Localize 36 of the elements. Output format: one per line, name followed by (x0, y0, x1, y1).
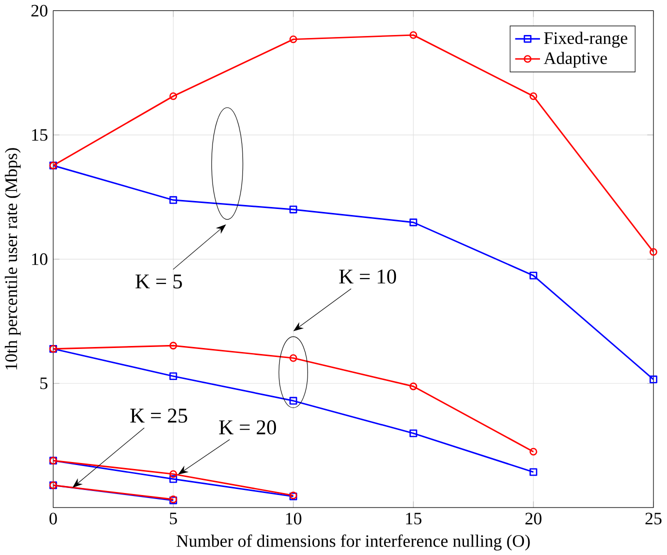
point (409, 218, 418, 226)
y-tick-label: 5 (40, 377, 48, 389)
legend-label: Adaptive (544, 52, 607, 68)
point (169, 92, 178, 100)
point (530, 468, 538, 476)
point (289, 205, 298, 214)
point (530, 92, 538, 100)
annotation: K = 25 (130, 408, 188, 423)
point (289, 35, 298, 43)
legend-label: Fixed-range (544, 32, 628, 48)
annotation: K = 10 (339, 269, 396, 284)
point (289, 354, 298, 362)
point (169, 470, 178, 478)
annotation: K = 20 (219, 420, 276, 434)
point (650, 375, 658, 384)
y-tick-label: 15 (32, 128, 48, 141)
y-axis-title: 10th percentile user rate (Mbps) (4, 148, 21, 370)
point (409, 31, 418, 39)
x-axis-title: Number of dimensions for interference nulling (O) (176, 534, 530, 550)
y-tick-label: 20 (31, 4, 48, 16)
point (169, 342, 178, 350)
point (289, 396, 298, 404)
x-tick-label: 10 (286, 512, 302, 524)
point (409, 382, 418, 390)
y-tick-label: 10 (32, 253, 48, 265)
annotation: K = 5 (136, 274, 182, 288)
point (169, 475, 178, 483)
x-tick-label: 5 (170, 512, 177, 524)
point (169, 372, 178, 380)
point (169, 196, 178, 204)
point (409, 429, 418, 437)
point (530, 272, 538, 280)
x-tick-label: 20 (525, 512, 542, 524)
x-tick-label: 15 (406, 512, 422, 524)
x-tick-label: 0 (50, 512, 57, 524)
x-tick-label: 25 (645, 512, 662, 524)
